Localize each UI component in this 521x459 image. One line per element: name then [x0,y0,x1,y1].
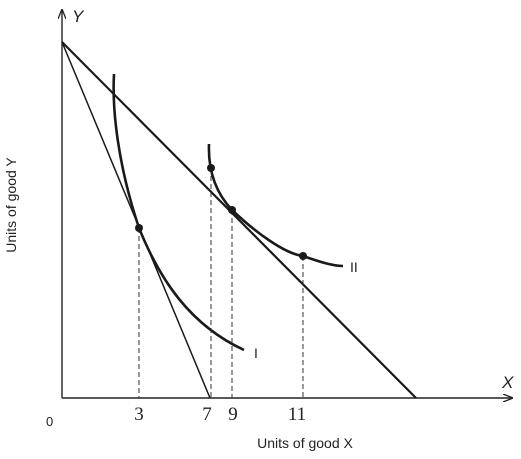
origin-label: 0 [46,414,53,429]
tick-label-11: 11 [288,404,306,425]
x-axis-letter: X [501,373,514,392]
y-axis-letter: Y [72,7,85,26]
tick-label-9: 9 [228,404,238,425]
curve-label-ii: II [350,259,358,275]
tick-label-7: 7 [202,404,212,425]
point-tangency-i [135,224,143,232]
point-on-curve-ii-right [299,252,307,260]
x-axis-title: Units of good X [257,435,353,451]
budget-line-original [61,41,417,399]
indifference-curve-i [112,73,245,352]
point-tangency-ii [228,206,236,214]
indifference-curve-ii [207,143,344,268]
point-on-curve-ii-left [207,164,215,172]
curve-label-i: I [254,345,258,361]
tick-label-3: 3 [134,404,144,425]
y-axis-title: Units of good Y [3,157,19,253]
